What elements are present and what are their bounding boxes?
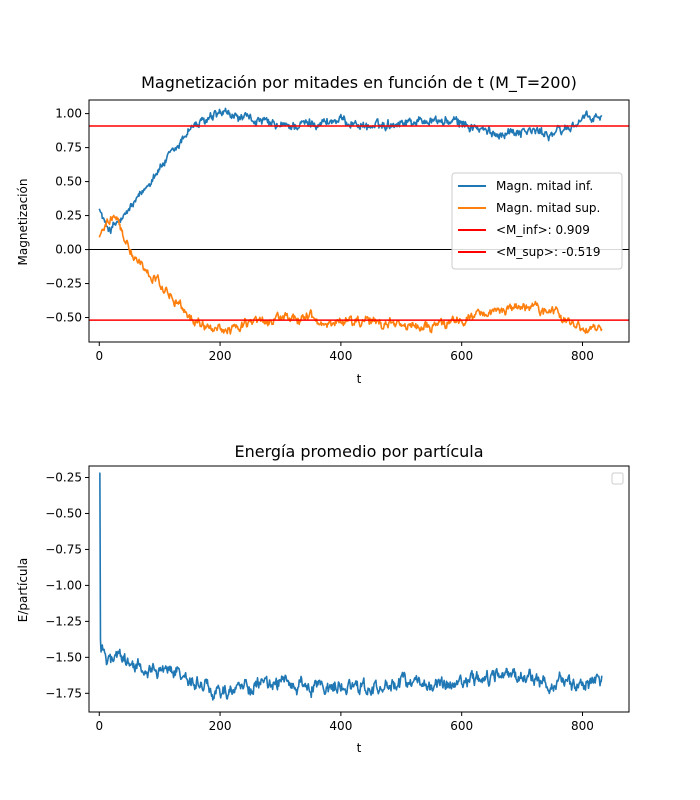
energy-chart: Energía promedio por partícula 0 200 400 60… (16, 442, 630, 755)
y-tick-label: 0.50 (55, 175, 82, 189)
legend-label: Magn. mitad sup. (496, 201, 600, 215)
x-tick-label: 0 (95, 719, 103, 733)
x-tick-label: 400 (329, 349, 352, 363)
series-group (99, 472, 603, 701)
plot-frame (88, 99, 630, 343)
series-line (98, 107, 603, 235)
legend-label: <M_sup>: -0.519 (496, 245, 600, 259)
legend: Magn. mitad inf. Magn. mitad sup. <M_inf>:… (451, 172, 623, 270)
x-tick-label: 200 (209, 349, 232, 363)
chart-title: Magnetización por mitades en función de … (141, 73, 577, 93)
y-tick-label: −0.75 (45, 542, 82, 556)
legend-label: <M_inf>: 0.909 (496, 223, 590, 237)
y-tick-label: −0.25 (45, 471, 82, 485)
x-tick-label: 600 (450, 719, 473, 733)
series-line (99, 472, 603, 701)
y-axis-label: E/partícula (16, 558, 30, 622)
y-tick-label: −1.00 (45, 578, 82, 592)
y-tick-label: −1.75 (45, 686, 82, 700)
x-tick-label: 600 (450, 349, 473, 363)
x-tick-label: 200 (209, 719, 232, 733)
series-line (98, 214, 603, 335)
legend-box-empty (611, 472, 624, 485)
y-tick-label: −0.50 (45, 506, 82, 520)
plot-area: 0 200 400 600 800 −0.50 −0.25 0.00 0.25 0.50 0.75 1… (45, 99, 630, 363)
x-tick-label: 400 (329, 719, 352, 733)
x-axis-label: t (357, 741, 362, 755)
y-tick-label: −0.25 (45, 277, 82, 291)
x-tick-label: 0 (95, 349, 103, 363)
y-tick-label: −1.25 (45, 614, 82, 628)
y-tick-label: −1.50 (45, 650, 82, 664)
chart-title: Energía promedio por partícula (234, 442, 483, 461)
y-axis-label: Magnetización (16, 179, 30, 266)
legend-box (451, 172, 623, 270)
y-tick-label: 0.00 (55, 243, 82, 257)
y-tick-label: −0.50 (45, 311, 82, 325)
magnetization-chart: Magnetización por mitades en función de … (16, 73, 630, 386)
plot-area: 0 200 400 600 800 −1.75 −1.50 −1.25 −1.00 −0.75 −0… (45, 465, 630, 733)
y-tick-label: 0.75 (55, 141, 82, 155)
x-tick-label: 800 (571, 719, 594, 733)
y-tick-label: 0.25 (55, 209, 82, 223)
y-tick-label: 1.00 (55, 107, 82, 121)
legend-label: Magn. mitad inf. (496, 179, 593, 193)
x-tick-label: 800 (571, 349, 594, 363)
x-axis-label: t (357, 372, 362, 386)
plot-frame (88, 465, 630, 713)
